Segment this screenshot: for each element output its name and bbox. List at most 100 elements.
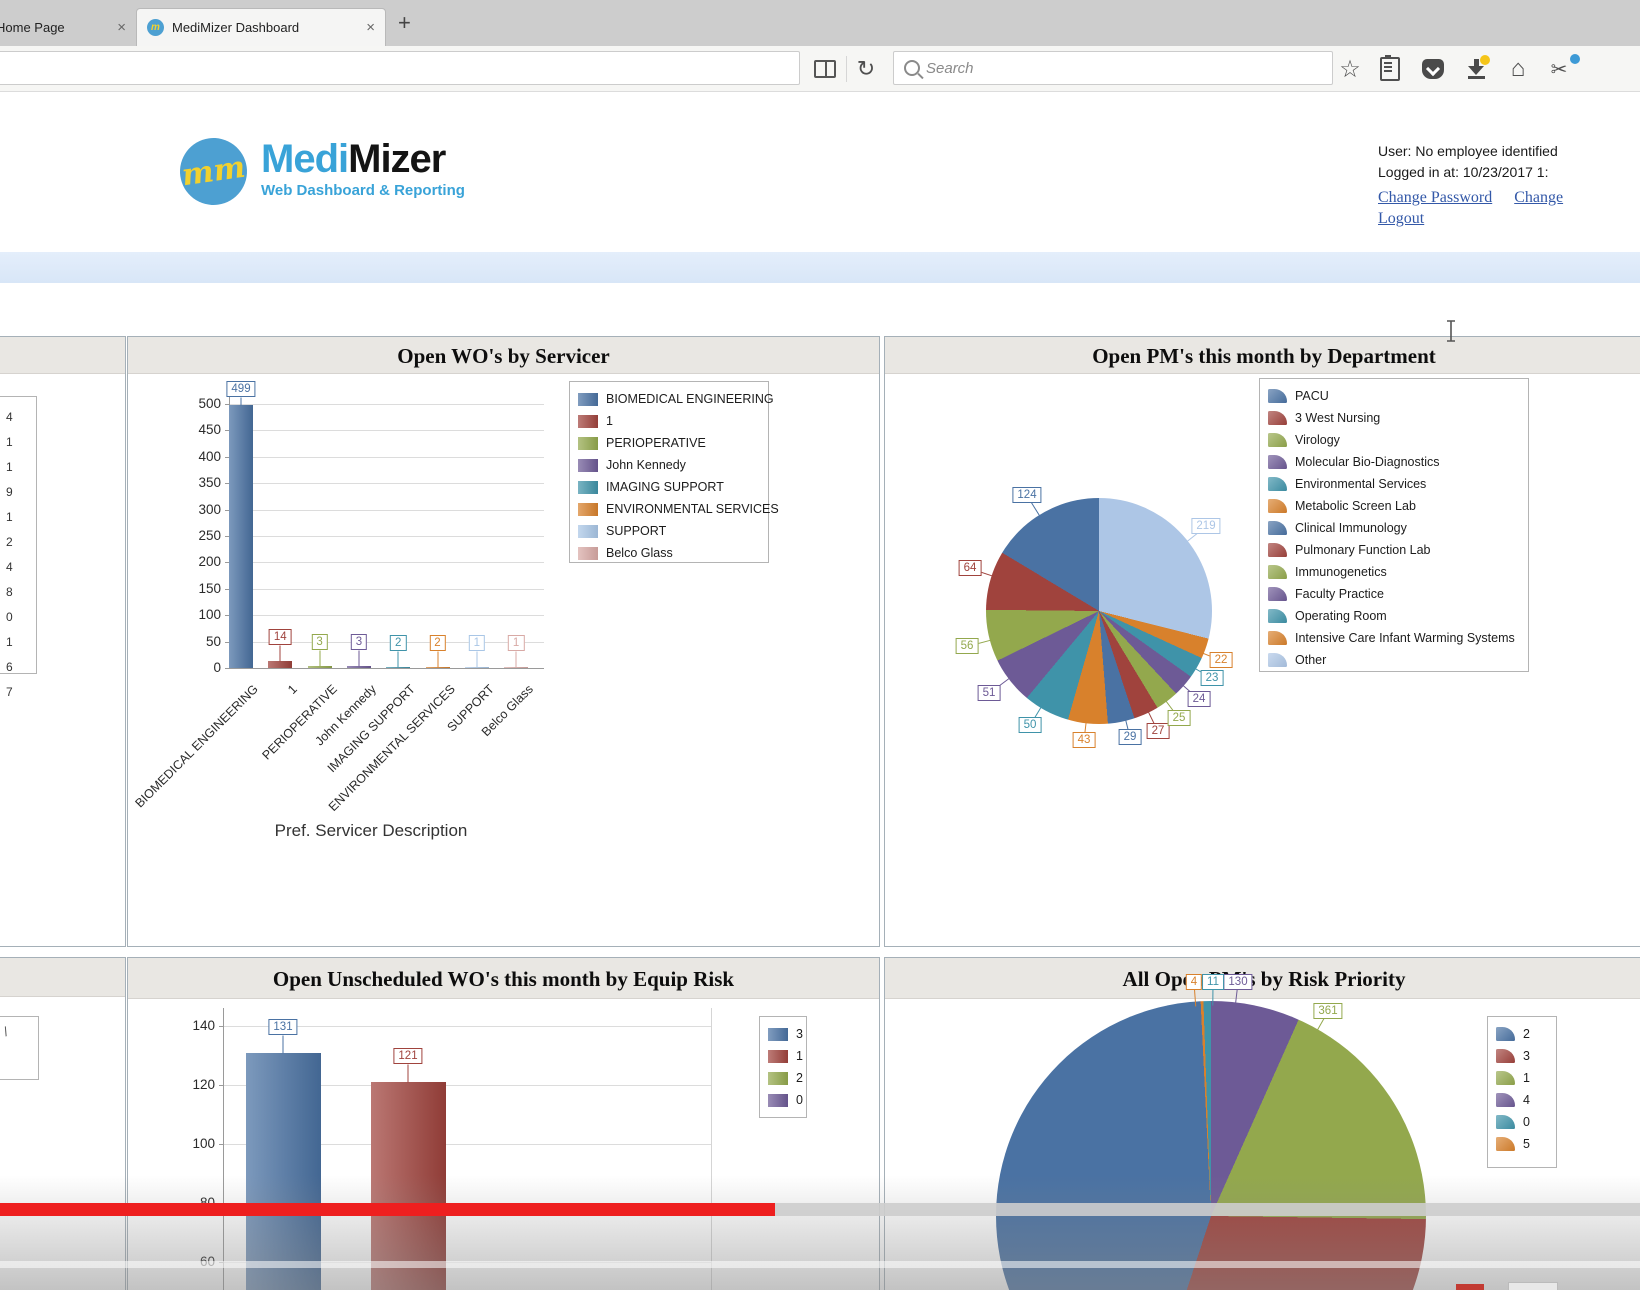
callout-connector-line bbox=[437, 651, 438, 667]
y-tick-mark bbox=[225, 562, 229, 564]
legend-swatch bbox=[1268, 587, 1287, 601]
bookmarks-list-icon[interactable] bbox=[1377, 55, 1403, 82]
tab-bar: Home Page × m MediMizer Dashboard × + bbox=[0, 0, 1640, 46]
tab-medimizer-dashboard[interactable]: m MediMizer Dashboard × bbox=[136, 8, 386, 46]
clipped-axis-mark: / bbox=[1, 1023, 11, 1040]
legend-swatch bbox=[578, 546, 598, 560]
x-category-label: BIOMEDICAL ENGINEERING bbox=[132, 682, 261, 811]
new-tab-button[interactable]: + bbox=[398, 10, 411, 35]
legend-swatch bbox=[1268, 565, 1287, 579]
navigation-toolbar: ↻ Search ☆ ⌂ ✂ bbox=[0, 46, 1640, 92]
y-tick-label: 100 bbox=[192, 1136, 215, 1151]
value-callout: 1 bbox=[468, 634, 485, 651]
chart-title: Open Unscheduled WO's this month by Equi… bbox=[272, 967, 735, 991]
change-password-link[interactable]: Change Password bbox=[1378, 189, 1493, 206]
legend-label: IMAGING SUPPORT bbox=[606, 480, 724, 494]
value-callout: 64 bbox=[958, 560, 982, 576]
legend-item: 1 bbox=[1496, 1067, 1548, 1089]
value-callout: 2 bbox=[429, 634, 446, 651]
medimizer-logo: mm MediMizer Web Dashboard & Reporting bbox=[175, 133, 465, 210]
y-tick-mark bbox=[225, 456, 229, 458]
legend-swatch bbox=[1268, 653, 1287, 667]
legend-label: ENVIRONMENTAL SERVICES bbox=[606, 502, 779, 516]
gridline bbox=[229, 536, 544, 537]
legend-label: Environmental Services bbox=[1295, 477, 1427, 491]
bar bbox=[371, 1082, 446, 1290]
logout-link[interactable]: Logout bbox=[1378, 210, 1425, 227]
legend-swatch bbox=[1268, 477, 1287, 491]
panel-header bbox=[885, 337, 1640, 374]
tab-home-page[interactable]: Home Page × bbox=[0, 8, 136, 46]
reader-mode-icon[interactable] bbox=[812, 56, 838, 82]
bar bbox=[268, 660, 293, 668]
clipped-value-digit: 1 bbox=[6, 635, 13, 649]
plot-right-border bbox=[711, 1008, 712, 1290]
panel-all-open-pm-by-risk-priority: All Open PM's by Risk Priority 361 130 11 4… bbox=[884, 957, 1640, 1290]
legend-swatch bbox=[1268, 455, 1287, 469]
value-callout: 22 bbox=[1209, 652, 1233, 668]
bar bbox=[504, 666, 529, 668]
pocket-icon[interactable] bbox=[1420, 56, 1446, 82]
legend-label: 1 bbox=[1523, 1071, 1530, 1085]
legend-item: SUPPORT bbox=[578, 520, 760, 542]
change-link[interactable]: Change bbox=[1514, 189, 1564, 206]
legend-label: Immunogenetics bbox=[1295, 565, 1387, 579]
legend-item: IMAGING SUPPORT bbox=[578, 476, 760, 498]
clipped-value-digit: 4 bbox=[6, 410, 13, 424]
x-axis-line bbox=[229, 668, 544, 669]
legend-item: Faculty Practice bbox=[1268, 583, 1520, 605]
download-icon[interactable] bbox=[1463, 55, 1490, 82]
bookmark-star-icon[interactable]: ☆ bbox=[1339, 55, 1361, 83]
value-callout: 121 bbox=[393, 1048, 423, 1065]
y-tick-label: 450 bbox=[198, 422, 221, 438]
y-tick-label: 150 bbox=[198, 580, 221, 596]
address-bar[interactable] bbox=[0, 51, 800, 85]
gridline bbox=[223, 1085, 711, 1086]
value-callout: 56 bbox=[955, 638, 979, 654]
callout-connector-line bbox=[407, 1064, 409, 1083]
gridline bbox=[229, 404, 544, 405]
legend-swatch bbox=[1268, 609, 1287, 623]
legend-swatch bbox=[578, 414, 598, 428]
value-callout: 219 bbox=[1191, 518, 1221, 534]
tab-close-icon[interactable]: × bbox=[117, 18, 126, 36]
legend-item: Pulmonary Function Lab bbox=[1268, 539, 1520, 561]
legend-swatch bbox=[1496, 1115, 1515, 1129]
video-progress-track[interactable] bbox=[0, 1203, 1640, 1216]
legend-item: 1 bbox=[768, 1045, 803, 1067]
callout-connector-line bbox=[282, 1035, 284, 1054]
chart-legend: PACU 3 West Nursing Virology Molecular Bio-… bbox=[1259, 378, 1529, 672]
y-tick-mark bbox=[219, 1144, 223, 1145]
legend-item: 1 bbox=[578, 410, 760, 432]
legend-label: 2 bbox=[1523, 1027, 1530, 1041]
video-control-fragment bbox=[1508, 1282, 1558, 1290]
tab-close-icon[interactable]: × bbox=[366, 19, 375, 36]
legend-swatch bbox=[578, 392, 598, 406]
legend-item: 5 bbox=[1496, 1133, 1548, 1155]
bar bbox=[425, 666, 450, 668]
search-input[interactable]: Search bbox=[893, 51, 1333, 85]
clipped-value-digit: 0 bbox=[6, 610, 13, 624]
clipped-value-digit: 7 bbox=[6, 685, 13, 699]
bar bbox=[464, 666, 489, 668]
panel-left-row1-clipped: 4 1 1 9 1 2 4 8 0 1 6 7 bbox=[0, 336, 126, 947]
screenshot-tool-icon[interactable]: ✂ bbox=[1546, 54, 1580, 82]
gear-icon bbox=[1570, 54, 1580, 64]
legend-swatch bbox=[1496, 1049, 1515, 1063]
y-tick-mark bbox=[225, 615, 229, 617]
legend-item: 0 bbox=[1496, 1111, 1548, 1133]
value-callout: 51 bbox=[977, 685, 1001, 701]
value-callout: 2 bbox=[389, 634, 407, 651]
y-tick-mark bbox=[225, 588, 229, 590]
y-tick-label: 140 bbox=[192, 1018, 215, 1033]
legend-item: BIOMEDICAL ENGINEERING bbox=[578, 388, 774, 410]
reload-icon[interactable]: ↻ bbox=[856, 56, 876, 81]
home-icon[interactable]: ⌂ bbox=[1510, 55, 1526, 82]
clipped-legend-values: 4 1 1 9 1 2 4 8 0 1 6 7 bbox=[0, 396, 37, 699]
value-callout: 361 bbox=[1313, 1003, 1343, 1019]
panel-open-wo-by-servicer: Open WO's by Servicer 0 50 100 150 200 250 300… bbox=[127, 336, 880, 947]
panel-open-pm-by-department: Open PM's this month by Department 124 64… bbox=[884, 336, 1640, 947]
legend-label: Molecular Bio-Diagnostics bbox=[1295, 455, 1440, 469]
legend-item: 0 bbox=[768, 1089, 803, 1111]
